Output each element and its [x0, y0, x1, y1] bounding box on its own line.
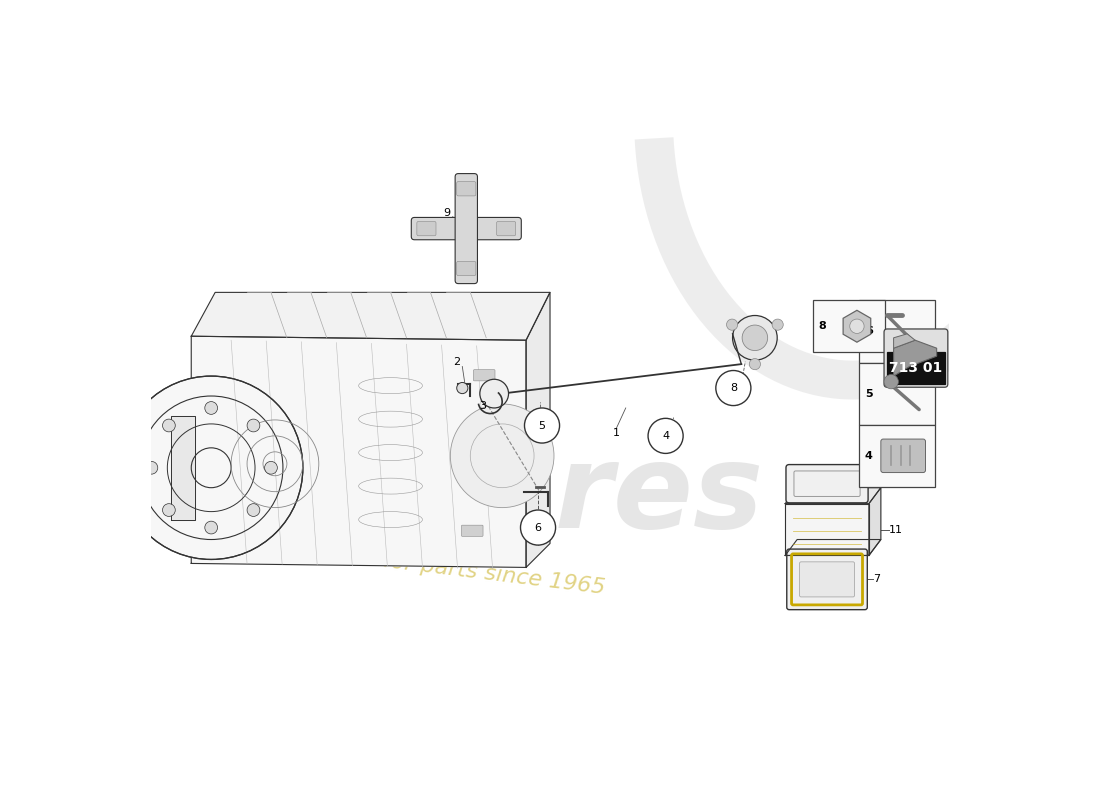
Circle shape	[733, 315, 778, 360]
Text: 2: 2	[453, 357, 460, 366]
Circle shape	[205, 402, 218, 414]
FancyBboxPatch shape	[859, 425, 935, 487]
Circle shape	[480, 379, 508, 408]
FancyBboxPatch shape	[884, 329, 948, 387]
Circle shape	[450, 404, 554, 508]
Text: 6: 6	[535, 522, 541, 533]
Polygon shape	[191, 292, 550, 340]
Polygon shape	[869, 488, 881, 555]
FancyBboxPatch shape	[462, 525, 483, 536]
Text: 713 01: 713 01	[889, 361, 943, 375]
Text: 6: 6	[865, 326, 872, 337]
FancyBboxPatch shape	[881, 439, 925, 473]
Circle shape	[648, 418, 683, 454]
Circle shape	[716, 370, 751, 406]
FancyBboxPatch shape	[470, 422, 491, 433]
Circle shape	[850, 319, 865, 334]
Circle shape	[520, 510, 556, 545]
Circle shape	[120, 376, 303, 559]
Text: 11: 11	[889, 525, 903, 534]
Polygon shape	[526, 292, 550, 567]
FancyBboxPatch shape	[456, 182, 476, 196]
FancyBboxPatch shape	[786, 549, 867, 610]
FancyBboxPatch shape	[888, 352, 945, 384]
FancyBboxPatch shape	[859, 300, 935, 362]
Polygon shape	[893, 340, 937, 376]
Polygon shape	[785, 539, 881, 555]
Circle shape	[726, 319, 738, 330]
FancyBboxPatch shape	[496, 222, 516, 236]
Circle shape	[163, 504, 175, 517]
Circle shape	[884, 374, 899, 389]
FancyBboxPatch shape	[813, 300, 884, 352]
FancyBboxPatch shape	[859, 362, 935, 425]
Text: a passion for parts since 1965: a passion for parts since 1965	[271, 537, 606, 598]
FancyBboxPatch shape	[411, 218, 521, 240]
Circle shape	[248, 504, 260, 517]
Circle shape	[456, 382, 468, 394]
Circle shape	[742, 325, 768, 350]
Polygon shape	[893, 334, 915, 348]
Circle shape	[525, 408, 560, 443]
FancyBboxPatch shape	[465, 474, 487, 485]
Text: 4: 4	[865, 451, 872, 461]
Text: 4: 4	[662, 431, 669, 441]
FancyBboxPatch shape	[786, 465, 868, 503]
Polygon shape	[785, 488, 881, 504]
Polygon shape	[785, 504, 869, 555]
Text: 10: 10	[873, 478, 887, 489]
Polygon shape	[172, 416, 195, 519]
Circle shape	[749, 358, 760, 370]
Text: 1: 1	[613, 429, 619, 438]
Circle shape	[265, 462, 277, 474]
Circle shape	[248, 419, 260, 432]
Text: 8: 8	[818, 322, 826, 331]
Text: eurospares: eurospares	[18, 438, 763, 553]
Polygon shape	[843, 310, 871, 342]
Text: 9: 9	[443, 208, 450, 218]
Polygon shape	[191, 336, 526, 567]
FancyBboxPatch shape	[456, 262, 476, 276]
FancyBboxPatch shape	[473, 370, 495, 381]
Circle shape	[772, 319, 783, 330]
Text: 7: 7	[873, 574, 880, 584]
Circle shape	[205, 521, 218, 534]
Text: 5: 5	[865, 389, 872, 398]
FancyBboxPatch shape	[800, 562, 855, 597]
FancyBboxPatch shape	[417, 222, 436, 236]
Text: 8: 8	[729, 383, 737, 393]
Circle shape	[145, 462, 157, 474]
Text: 5: 5	[539, 421, 546, 430]
FancyBboxPatch shape	[455, 174, 477, 284]
Circle shape	[163, 419, 175, 432]
Text: 3: 3	[478, 402, 486, 411]
